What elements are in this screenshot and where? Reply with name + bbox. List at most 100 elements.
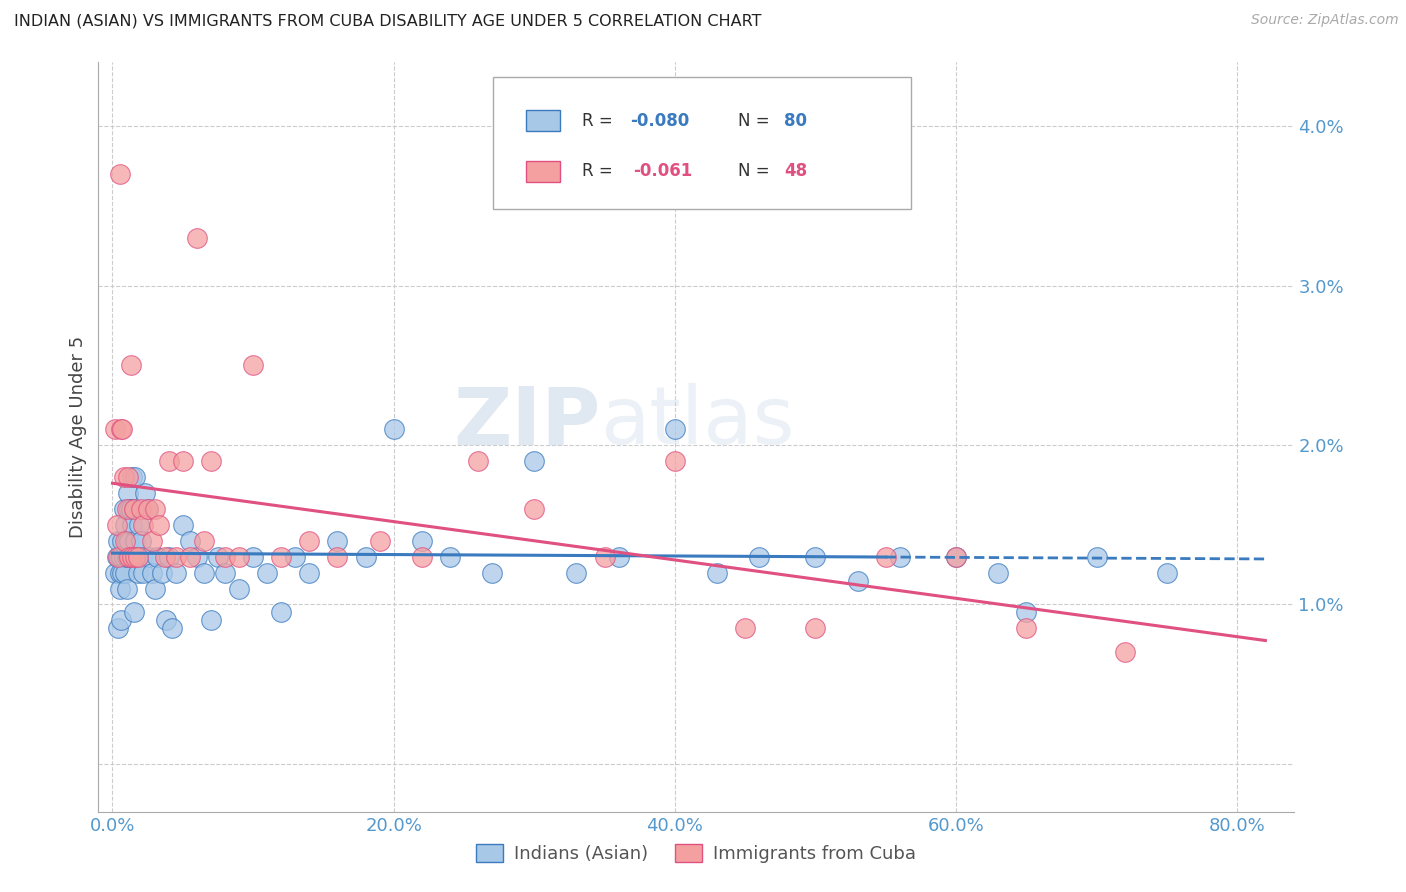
Point xyxy=(110,614,132,628)
Point xyxy=(148,517,170,532)
Point xyxy=(354,549,377,564)
Point xyxy=(242,359,264,373)
Point xyxy=(523,501,546,516)
Point xyxy=(368,533,391,548)
Point xyxy=(153,549,176,564)
Point xyxy=(108,582,131,596)
Point xyxy=(411,549,433,564)
Text: 80: 80 xyxy=(785,112,807,130)
Text: -0.080: -0.080 xyxy=(630,112,689,130)
Point xyxy=(523,454,546,468)
Point xyxy=(118,501,141,516)
Point xyxy=(108,549,131,564)
Point xyxy=(120,359,142,373)
Point xyxy=(110,549,132,564)
Point xyxy=(132,566,155,580)
Point xyxy=(945,549,967,564)
Point xyxy=(104,422,127,436)
Point xyxy=(114,566,136,580)
Point xyxy=(706,566,728,580)
Point xyxy=(467,454,489,468)
Point xyxy=(382,422,405,436)
Point xyxy=(439,549,461,564)
Text: R =: R = xyxy=(582,162,624,180)
Point xyxy=(734,621,756,635)
Point xyxy=(664,422,686,436)
Point xyxy=(172,454,194,468)
Point xyxy=(108,566,131,580)
Point xyxy=(127,566,149,580)
Point xyxy=(193,533,215,548)
Point xyxy=(146,549,169,564)
Point xyxy=(565,566,588,580)
Point xyxy=(1015,606,1038,620)
Point xyxy=(1085,549,1108,564)
Point xyxy=(112,501,135,516)
Point xyxy=(1015,621,1038,635)
Point xyxy=(111,533,134,548)
Point xyxy=(165,566,187,580)
Point xyxy=(107,621,129,635)
Point xyxy=(121,517,143,532)
Point xyxy=(143,582,166,596)
Point xyxy=(125,549,148,564)
Text: INDIAN (ASIAN) VS IMMIGRANTS FROM CUBA DISABILITY AGE UNDER 5 CORRELATION CHART: INDIAN (ASIAN) VS IMMIGRANTS FROM CUBA D… xyxy=(14,13,762,29)
Point xyxy=(228,582,250,596)
Point xyxy=(108,167,131,181)
Point xyxy=(115,582,138,596)
Point xyxy=(117,470,139,484)
Point xyxy=(160,621,183,635)
Text: -0.061: -0.061 xyxy=(633,162,692,180)
Point xyxy=(284,549,307,564)
Point xyxy=(889,549,911,564)
Point xyxy=(107,549,129,564)
Point xyxy=(1156,566,1178,580)
Point xyxy=(118,549,141,564)
FancyBboxPatch shape xyxy=(494,78,911,209)
Text: N =: N = xyxy=(738,112,775,130)
Point xyxy=(107,533,129,548)
Point xyxy=(112,549,135,564)
Point xyxy=(987,566,1010,580)
Point xyxy=(179,549,201,564)
Point xyxy=(104,566,127,580)
Point xyxy=(207,549,229,564)
Point xyxy=(157,454,180,468)
FancyBboxPatch shape xyxy=(526,111,560,131)
Point xyxy=(172,517,194,532)
Point xyxy=(131,549,153,564)
FancyBboxPatch shape xyxy=(526,161,560,182)
Point xyxy=(122,501,145,516)
Point xyxy=(298,533,321,548)
Text: Source: ZipAtlas.com: Source: ZipAtlas.com xyxy=(1251,13,1399,28)
Point xyxy=(228,549,250,564)
Point xyxy=(110,422,132,436)
Point xyxy=(122,501,145,516)
Point xyxy=(127,549,149,564)
Point xyxy=(875,549,897,564)
Point xyxy=(298,566,321,580)
Point xyxy=(128,517,150,532)
Point xyxy=(157,549,180,564)
Point xyxy=(124,549,146,564)
Point xyxy=(141,533,163,548)
Point xyxy=(214,566,236,580)
Point xyxy=(118,533,141,548)
Point xyxy=(945,549,967,564)
Point xyxy=(193,566,215,580)
Point xyxy=(214,549,236,564)
Point xyxy=(804,621,827,635)
Text: 48: 48 xyxy=(785,162,807,180)
Point xyxy=(138,549,160,564)
Point xyxy=(114,533,136,548)
Point xyxy=(846,574,869,588)
Point xyxy=(242,549,264,564)
Point xyxy=(186,549,208,564)
Point xyxy=(122,606,145,620)
Point xyxy=(115,549,138,564)
Point xyxy=(117,549,139,564)
Point xyxy=(141,566,163,580)
Point xyxy=(124,533,146,548)
Point xyxy=(129,501,152,516)
Point xyxy=(270,549,292,564)
